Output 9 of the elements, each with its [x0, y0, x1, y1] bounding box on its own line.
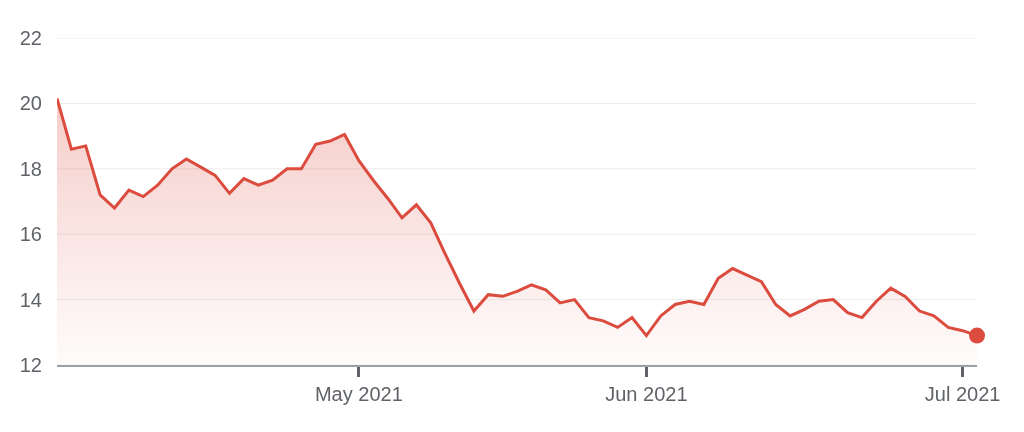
x-tick-label: Jul 2021	[924, 383, 1001, 405]
y-tick-label: 16	[19, 223, 42, 246]
y-tick-label: 22	[19, 27, 42, 49]
y-tick-label: 12	[19, 354, 42, 376]
x-tick-label: Jun 2021	[605, 383, 688, 405]
x-tick-label: May 2021	[314, 383, 403, 405]
y-tick-label: 14	[19, 288, 42, 311]
y-tick-label: 18	[19, 157, 42, 180]
y-tick-label: 20	[19, 92, 42, 115]
